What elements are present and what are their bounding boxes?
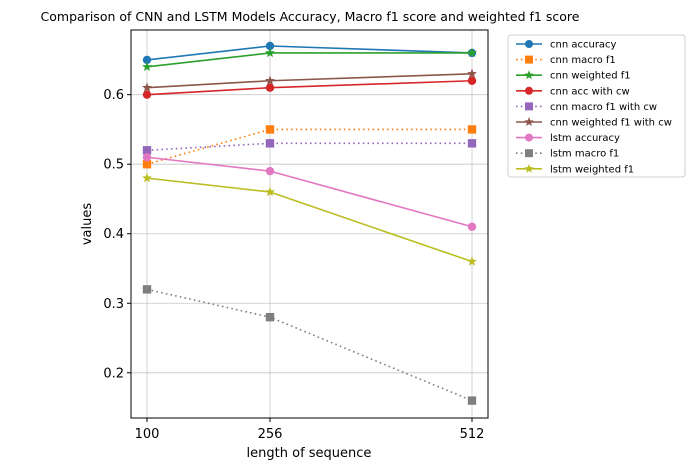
y-tick-label: 0.4 <box>103 227 124 242</box>
grid <box>131 30 488 418</box>
legend-frame <box>507 34 686 178</box>
chart-title: Comparison of CNN and LSTM Models Accura… <box>41 9 580 24</box>
y-tick-label: 0.2 <box>103 366 124 381</box>
x-axis: 100 256 512 <box>135 418 485 442</box>
data-point <box>265 125 275 134</box>
legend-label: cnn macro f1 <box>550 55 616 66</box>
data-point <box>142 285 152 294</box>
legend-marker <box>525 133 533 142</box>
x-tick-label: 256 <box>258 427 283 442</box>
y-tick-label: 0.3 <box>103 297 124 312</box>
data-point <box>467 256 477 266</box>
legend-marker <box>525 86 533 95</box>
data-point <box>142 55 152 65</box>
data-point <box>265 75 275 85</box>
legend-marker <box>524 117 534 126</box>
y-axis: 0.2 0.3 0.4 0.5 0.6 <box>103 88 131 381</box>
legend-marker <box>525 102 533 111</box>
data-point <box>265 83 275 92</box>
legend-label: lstm accuracy <box>550 133 620 144</box>
data-point <box>142 153 152 162</box>
data-point <box>265 186 275 197</box>
data-point <box>265 47 275 58</box>
legend-label: cnn accuracy <box>550 40 617 51</box>
data-point <box>142 160 152 169</box>
legend-label: cnn weighted f1 <box>550 71 631 82</box>
data-point <box>467 76 477 85</box>
legend-label: cnn weighted f1 with cw <box>550 118 672 129</box>
y-tick-label: 0.5 <box>103 158 124 173</box>
plot-frame <box>130 29 489 419</box>
x-axis-label: length of sequence <box>247 446 372 461</box>
data-point <box>265 166 275 176</box>
legend-label: lstm weighted f1 <box>550 164 634 175</box>
series-line <box>146 288 473 402</box>
x-tick-label: 512 <box>460 427 485 442</box>
data-point <box>142 90 152 99</box>
legend-marker <box>524 70 534 80</box>
data-point <box>142 82 152 92</box>
y-tick-label: 0.6 <box>103 88 124 103</box>
data-point <box>142 172 152 183</box>
data-point <box>265 312 275 322</box>
data-point <box>142 61 152 72</box>
data-point <box>467 125 477 134</box>
data-point <box>467 222 477 231</box>
data-point <box>265 41 275 51</box>
data-point <box>142 146 152 155</box>
series-group <box>142 41 477 405</box>
data-point <box>467 139 477 148</box>
series-line <box>146 79 473 96</box>
y-axis-label: values <box>80 203 95 246</box>
data-point <box>467 396 477 405</box>
legend: cnn accuracy cnn macro f1 cnn weighted f1 c… <box>507 34 686 178</box>
legend-marker <box>525 149 533 158</box>
legend-marker <box>525 40 533 48</box>
legend-label: lstm macro f1 <box>550 149 619 160</box>
series-line <box>146 156 473 228</box>
series-line <box>146 142 472 152</box>
legend-marker <box>524 163 534 173</box>
legend-marker <box>525 55 533 64</box>
data-point <box>467 68 477 79</box>
data-point <box>265 139 275 148</box>
legend-label: cnn macro f1 with cw <box>550 102 657 113</box>
x-tick-label: 100 <box>135 427 160 442</box>
legend-label: cnn acc with cw <box>550 86 630 97</box>
series-line <box>146 177 473 263</box>
data-point <box>467 47 477 58</box>
